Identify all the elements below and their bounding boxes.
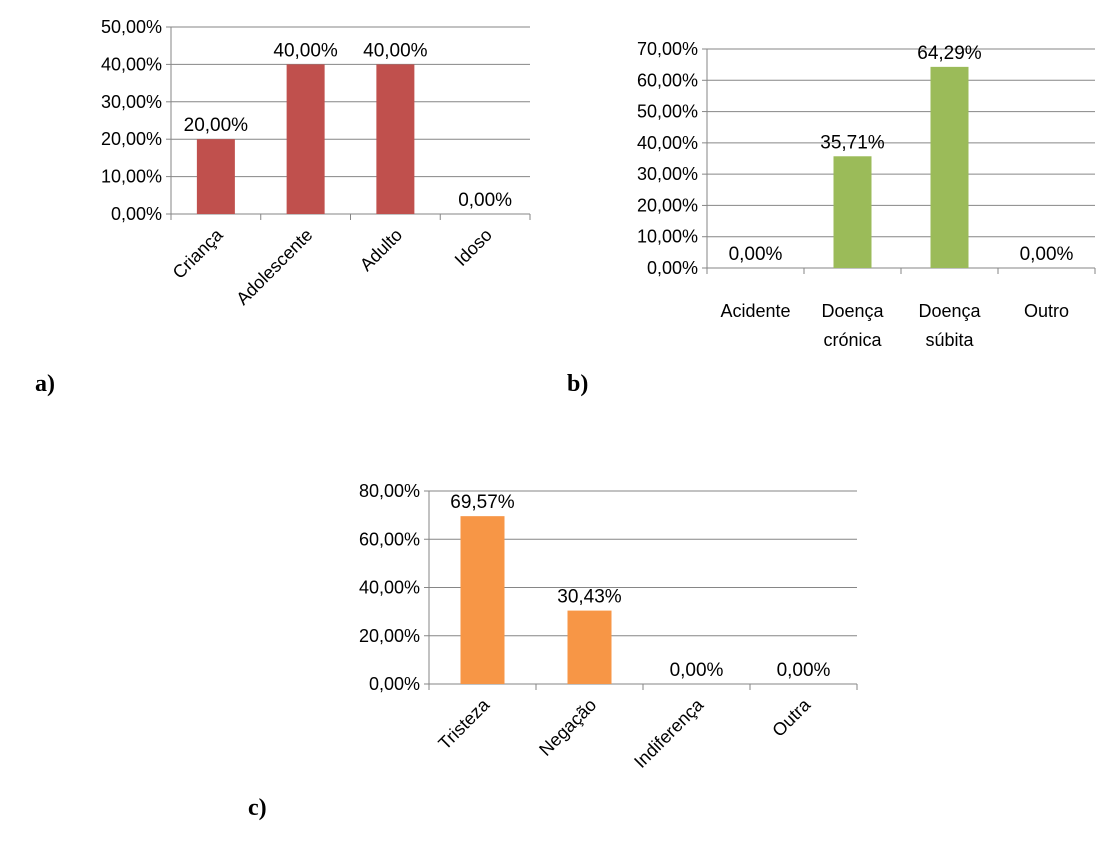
y-tick-label: 50,00% [101, 17, 162, 37]
x-category-label: Outro [1024, 301, 1069, 321]
x-category-label: Idoso [451, 225, 496, 270]
data-label: 0,00% [1020, 244, 1074, 265]
y-tick-label: 50,00% [637, 102, 698, 122]
y-tick-label: 60,00% [637, 70, 698, 90]
bar [286, 64, 325, 215]
bar [567, 610, 612, 684]
bar [376, 64, 415, 215]
y-tick-label: 40,00% [359, 578, 420, 598]
y-tick-label: 40,00% [101, 54, 162, 74]
x-category-label: Doença [821, 301, 884, 321]
panel-label: a) [35, 371, 55, 397]
y-tick-label: 0,00% [647, 258, 698, 278]
y-tick-label: 80,00% [359, 481, 420, 501]
chart-a: 0,00% 10,00% 20,00% 30,00% 40,00% 50,00% 20,00… [35, 17, 531, 397]
bar [460, 516, 505, 684]
data-label: 64,29% [917, 43, 982, 64]
x-category-label: Doença [918, 301, 981, 321]
x-category-label: súbita [925, 330, 974, 350]
y-tick-label: 30,00% [101, 92, 162, 112]
panel-label: b) [567, 371, 588, 397]
data-label: 40,00% [363, 40, 428, 61]
x-category-label: Acidente [720, 301, 790, 321]
y-tick-label: 40,00% [637, 133, 698, 153]
bar [833, 156, 872, 268]
bar [930, 66, 969, 269]
x-category-label: Indiferença [630, 694, 708, 772]
y-tick-label: 20,00% [101, 129, 162, 149]
x-category-label: crónica [823, 330, 882, 350]
data-label: 0,00% [729, 244, 783, 265]
x-category-label: Criança [169, 224, 228, 283]
y-tick-label: 0,00% [111, 204, 162, 224]
chart-c: 0,00% 20,00% 40,00% 60,00% 80,00% 69,57% Trist… [248, 481, 858, 821]
x-category-label: Adolescente [232, 225, 316, 309]
x-category-label: Adulto [356, 225, 406, 275]
y-tick-label: 0,00% [369, 674, 420, 694]
y-tick-label: 20,00% [359, 626, 420, 646]
y-tick-label: 10,00% [101, 167, 162, 187]
bar [196, 139, 235, 214]
data-label: 0,00% [777, 660, 831, 681]
data-label: 40,00% [273, 40, 338, 61]
data-label: 69,57% [450, 492, 515, 513]
x-category-label: Outra [768, 694, 815, 741]
x-category-label: Negação [535, 695, 600, 760]
chart-b: 0,00% 10,00% 20,00% 30,00% 40,00% 50,00% 60,00… [567, 39, 1096, 397]
x-category-label: Tristeza [434, 694, 494, 754]
panel-label: c) [248, 795, 267, 821]
data-label: 0,00% [670, 660, 724, 681]
data-label: 30,43% [557, 587, 622, 608]
y-tick-label: 60,00% [359, 529, 420, 549]
y-tick-label: 10,00% [637, 227, 698, 247]
y-tick-label: 70,00% [637, 39, 698, 59]
y-tick-label: 20,00% [637, 195, 698, 215]
data-label: 20,00% [184, 115, 249, 136]
y-tick-label: 30,00% [637, 164, 698, 184]
data-label: 35,71% [820, 132, 885, 153]
data-label: 0,00% [458, 190, 512, 211]
